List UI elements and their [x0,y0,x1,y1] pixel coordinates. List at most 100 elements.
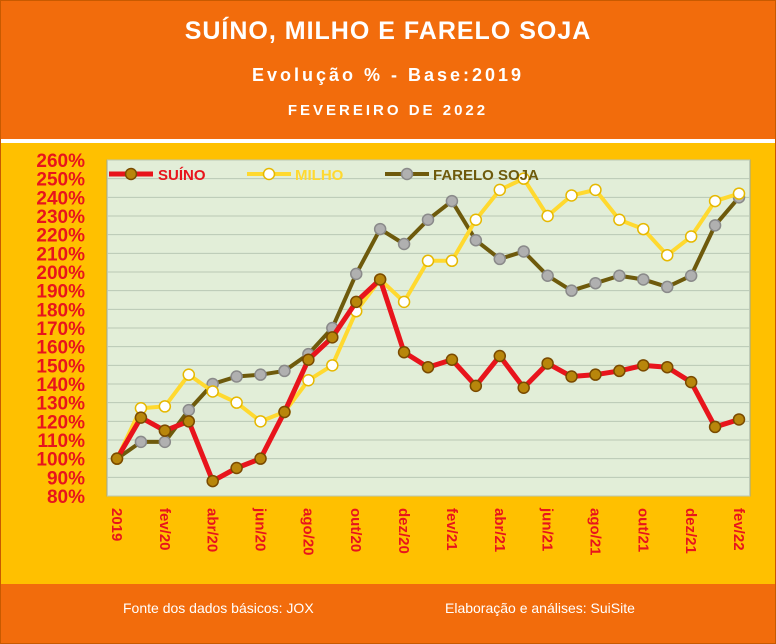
line-chart: 80%90%100%110%120%130%140%150%160%170%18… [36,151,751,556]
data-point-suino [565,370,578,383]
y-tick-label: 170% [36,319,85,340]
legend-marker-suino [124,167,138,181]
data-point-suino [660,360,674,374]
data-point-farelo-soja [230,370,243,383]
data-point-suino [732,413,746,426]
data-point-suino [182,415,196,428]
data-point-suino [206,474,219,488]
x-tick-label: 2019 [108,508,125,541]
y-tick-label: 220% [36,226,85,247]
legend-marker-milho [262,167,276,181]
legend-label-farelo-soja: FARELO SOJA [433,167,539,184]
y-tick-label: 110% [37,431,85,452]
data-point-farelo-soja [613,269,626,282]
x-tick-label: fev/21 [443,508,460,551]
data-point-farelo-soja [397,237,411,251]
data-point-suino [110,452,124,465]
legend-label-suino: SUÍNO [158,167,206,184]
data-point-milho [589,183,602,197]
chart-period: FEVEREIRO DE 2022 [287,102,489,119]
data-point-farelo-soja [660,280,674,294]
y-tick-label: 260% [36,151,85,172]
y-tick-label: 240% [36,188,85,209]
x-tick-label: out/21 [634,508,651,552]
data-point-suino [302,353,315,366]
y-tick-label: 90% [47,468,85,489]
data-point-suino [589,368,602,381]
y-tick-label: 130% [36,394,85,415]
data-point-suino [373,273,387,286]
y-tick-label: 120% [36,412,85,433]
data-point-suino [349,295,363,309]
data-point-farelo-soja [493,252,507,266]
data-point-milho [708,194,722,208]
data-point-farelo-soja [637,273,650,286]
data-point-milho [158,400,172,413]
data-point-farelo-soja [254,368,267,381]
data-point-suino [493,349,507,363]
data-point-suino [684,375,698,389]
data-point-suino [637,359,650,372]
data-point-suino [708,420,722,434]
data-point-milho [230,396,243,409]
footer: Fonte dos dados básicos: JOX Elaboração … [1,584,775,643]
y-tick-label: 200% [36,263,85,284]
data-point-farelo-soja [349,267,363,281]
data-point-farelo-soja [541,269,554,282]
data-point-suino [517,381,530,394]
data-point-milho [182,368,196,381]
x-tick-label: abr/20 [204,508,221,552]
y-tick-label: 140% [36,375,85,396]
source-note: Fonte dos dados básicos: JOX [123,600,314,616]
data-point-suino [541,357,554,370]
x-tick-label: jun/20 [252,507,269,551]
data-point-milho [732,187,746,200]
header: SUÍNO, MILHO E FARELO SOJA Evolução % - … [1,1,775,141]
data-point-suino [445,353,459,366]
data-point-suino [469,379,483,393]
data-point-farelo-soja [684,269,698,282]
y-tick-label: 230% [36,207,85,228]
data-point-farelo-soja [373,222,387,236]
data-point-farelo-soja [589,276,602,290]
data-point-farelo-soja [565,284,578,297]
data-point-suino [421,360,435,374]
data-point-milho [637,222,650,236]
chart-title: SUÍNO, MILHO E FARELO SOJA [184,17,592,45]
x-tick-label: fev/20 [156,508,173,551]
x-tick-label: ago/21 [586,508,603,556]
y-tick-label: 100% [36,450,85,471]
y-tick-label: 180% [36,300,85,321]
chart-subtitle: Evolução % - Base:2019 [251,65,525,85]
y-tick-label: 250% [36,170,85,191]
data-point-farelo-soja [278,364,291,378]
data-point-milho [565,189,578,202]
data-point-suino [397,346,411,359]
data-point-farelo-soja [182,403,196,417]
data-point-suino [134,411,148,424]
data-point-milho [206,385,219,398]
data-point-milho [397,295,411,309]
x-tick-label: fev/22 [730,508,747,551]
data-point-suino [613,364,626,378]
data-point-milho [613,213,626,226]
data-point-suino [158,424,172,437]
x-tick-label: abr/21 [491,508,508,552]
x-tick-label: jun/21 [539,507,556,551]
data-point-farelo-soja [445,194,459,208]
data-point-farelo-soja [469,234,483,247]
data-point-milho [684,230,698,243]
legend-marker-farelo-soja [400,167,414,181]
data-point-milho [326,359,339,372]
data-point-suino [326,331,339,344]
y-tick-label: 210% [36,244,85,265]
data-point-farelo-soja [517,245,530,258]
data-point-farelo-soja [708,219,722,232]
data-point-milho [302,374,315,387]
y-tick-label: 160% [36,338,85,359]
x-tick-label: dez/21 [682,508,699,554]
data-point-milho [254,415,267,428]
data-point-suino [278,405,291,419]
data-point-milho [517,172,530,185]
